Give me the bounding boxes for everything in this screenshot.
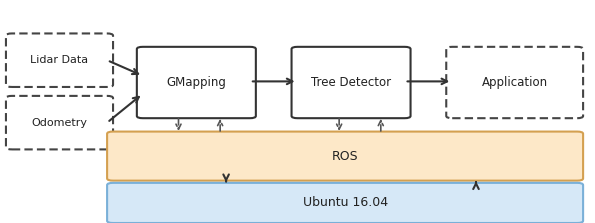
Text: Lidar Data: Lidar Data [30,55,89,65]
FancyBboxPatch shape [292,47,411,118]
Text: Ubuntu 16.04: Ubuntu 16.04 [302,196,388,209]
FancyBboxPatch shape [107,183,583,223]
Text: ROS: ROS [332,150,358,163]
Text: GMapping: GMapping [167,76,226,89]
Text: Tree Detector: Tree Detector [311,76,391,89]
FancyBboxPatch shape [107,132,583,181]
Text: Odometry: Odometry [32,118,87,128]
FancyBboxPatch shape [137,47,256,118]
FancyBboxPatch shape [6,96,113,149]
FancyBboxPatch shape [6,33,113,87]
FancyBboxPatch shape [446,47,583,118]
Text: Application: Application [481,76,548,89]
